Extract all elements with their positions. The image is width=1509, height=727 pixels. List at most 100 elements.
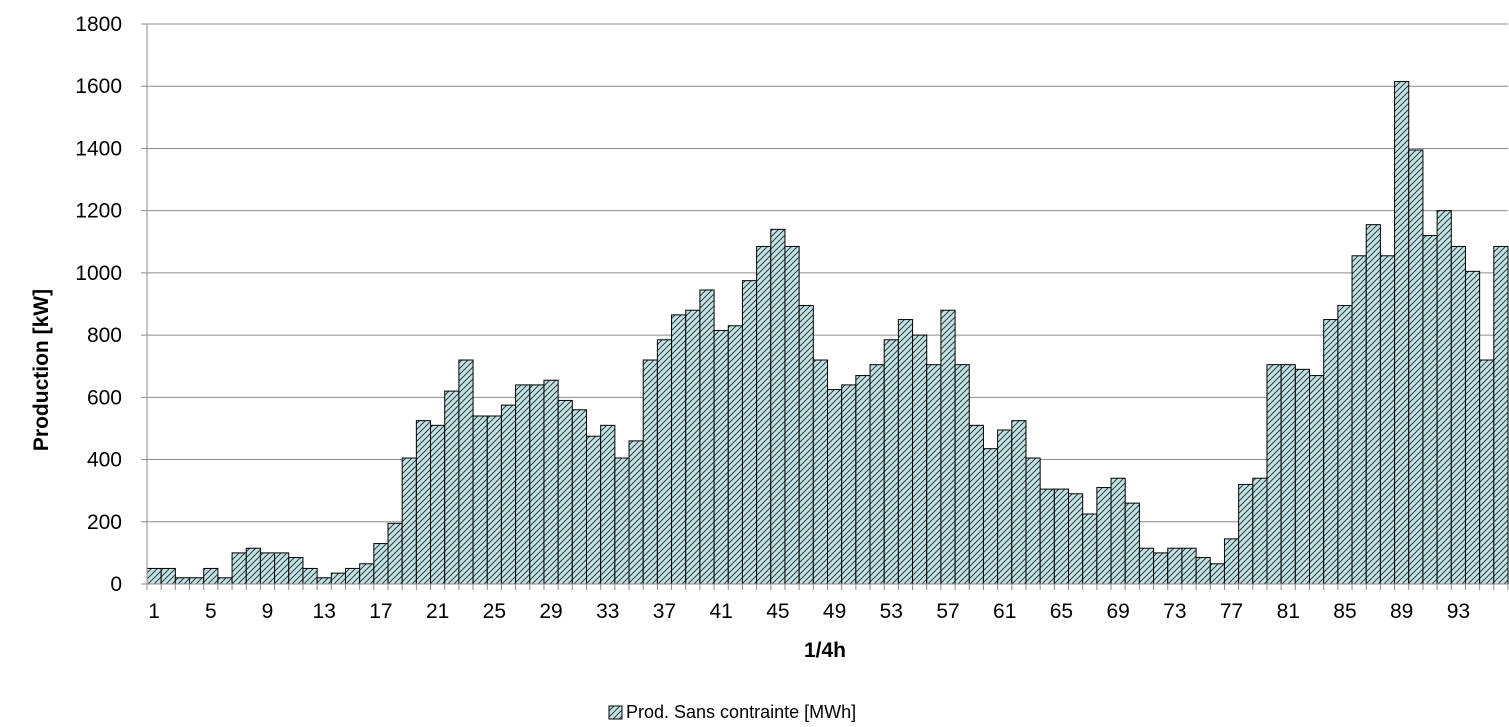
bar: [713, 329, 729, 585]
bar: [472, 415, 488, 585]
bar: [798, 305, 814, 585]
bars: [146, 81, 1509, 585]
bar: [543, 379, 559, 585]
bar: [1195, 557, 1211, 585]
bar: [1153, 552, 1169, 585]
y-tick-label: 1200: [75, 200, 122, 223]
bar: [827, 389, 843, 585]
x-tick-label: 37: [653, 600, 676, 623]
x-tick-label: 77: [1220, 600, 1243, 623]
bar: [1068, 493, 1084, 585]
legend: Prod. Sans contrainte [MWh]: [608, 702, 856, 722]
bar: [529, 384, 545, 585]
x-tick-label: 93: [1447, 600, 1470, 623]
bar: [642, 359, 658, 585]
x-tick-label: 57: [936, 600, 959, 623]
bar: [330, 572, 346, 585]
y-tick-label: 1000: [75, 262, 122, 285]
bar: [1167, 547, 1183, 585]
bar: [1408, 149, 1424, 585]
bar: [699, 289, 715, 585]
bar: [515, 384, 531, 585]
bar: [344, 567, 361, 585]
bar: [500, 404, 517, 585]
bar: [259, 552, 276, 585]
bar: [1082, 513, 1098, 585]
bar: [1039, 488, 1055, 585]
bar: [571, 409, 587, 585]
bar: [1422, 235, 1438, 585]
x-tick-label: 1: [148, 600, 160, 623]
axes: [141, 23, 1509, 590]
bar: [1365, 224, 1381, 585]
bar: [656, 339, 673, 585]
bar: [189, 577, 205, 585]
bar: [146, 567, 162, 585]
bar: [1394, 81, 1410, 585]
x-tick-label: 73: [1163, 600, 1186, 623]
bar: [1280, 364, 1296, 585]
y-tick-label: 1800: [75, 13, 122, 36]
bar: [997, 429, 1013, 585]
bar: [1294, 368, 1311, 585]
bar: [1450, 245, 1466, 585]
bar: [741, 280, 758, 585]
bar: [359, 563, 375, 585]
bar: [784, 245, 800, 585]
bar: [1209, 563, 1225, 585]
bar: [1351, 255, 1367, 585]
legend-label: Prod. Sans contrainte [MWh]: [626, 702, 856, 722]
bar: [401, 457, 417, 585]
bar: [926, 364, 942, 585]
bar: [274, 552, 290, 585]
bar: [486, 415, 502, 585]
y-axis-title: Production [kW]: [30, 289, 53, 451]
bar: [685, 309, 701, 585]
bar: [1025, 457, 1041, 585]
bar: [756, 245, 772, 585]
x-tick-label: 13: [313, 600, 336, 623]
bar: [671, 314, 687, 585]
x-tick-label: 89: [1390, 600, 1413, 623]
bar: [1479, 359, 1495, 585]
bar: [1096, 487, 1112, 585]
bar: [1379, 255, 1396, 585]
bar: [869, 364, 885, 585]
y-tick-label: 800: [87, 324, 122, 347]
bar: [883, 339, 899, 585]
x-tick-label: 53: [880, 600, 903, 623]
x-tick-label: 41: [709, 600, 732, 623]
bar: [585, 435, 602, 585]
bar: [415, 420, 432, 585]
y-tick-label: 600: [87, 386, 122, 409]
bar: [557, 399, 573, 585]
bar: [444, 390, 460, 585]
x-tick-label: 21: [426, 600, 449, 623]
bar: [1238, 483, 1254, 585]
bar: [1337, 305, 1353, 585]
x-tick-label: 17: [369, 600, 392, 623]
bar: [1309, 375, 1325, 585]
bar: [954, 364, 970, 585]
bar: [387, 522, 403, 585]
bar: [600, 424, 616, 585]
bar: [1011, 420, 1027, 585]
bar: [160, 567, 176, 585]
bar: [1124, 502, 1140, 585]
y-tick-label: 400: [87, 449, 122, 472]
y-tick-labels: 0 200 400 600 800 1000 1200 1400 1600 1800: [75, 13, 122, 596]
x-tick-label: 5: [205, 600, 217, 623]
x-tick-label: 9: [262, 600, 274, 623]
bar: [1252, 477, 1268, 585]
bar: [770, 228, 786, 585]
bar: [628, 440, 644, 585]
y-tick-label: 200: [87, 511, 122, 534]
y-tick-label: 0: [110, 573, 122, 596]
bar: [1493, 245, 1509, 585]
x-tick-label: 81: [1277, 600, 1300, 623]
bar: [855, 375, 871, 585]
bar: [316, 577, 332, 585]
bar: [203, 567, 219, 585]
